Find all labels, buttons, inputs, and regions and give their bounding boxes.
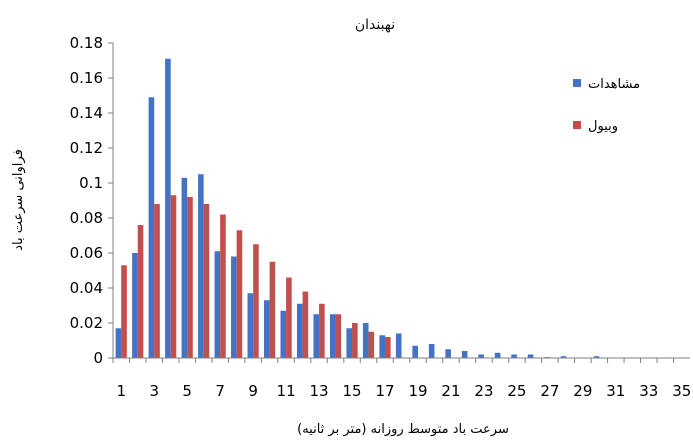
bar-weibull-2 [137,225,144,358]
bar-weibull-1 [121,265,127,358]
x-tick-label: 21 [441,382,460,400]
bar-weibull-10 [269,261,276,358]
bar-observed-2 [132,253,138,358]
x-tick-label: 5 [182,382,192,400]
bar-observed-19 [412,345,418,358]
bar-observed-3 [148,97,155,358]
bar-weibull-7 [220,214,226,358]
y-tick-label: 0 [93,349,103,367]
y-axis-label: فراوانی سرعت باد [11,149,26,251]
bar-weibull-14 [335,314,342,358]
bar-observed-20 [428,344,435,358]
bar-observed-28 [560,356,567,358]
bars [115,58,600,358]
x-tick-label: 13 [310,382,329,400]
bar-observed-7 [214,251,221,358]
y-tick-label: 0.16 [70,69,103,87]
x-tick-label: 11 [277,382,296,400]
x-tick-label: 33 [639,382,658,400]
legend-swatch-weibull [573,121,581,129]
y-tick-label: 0.08 [70,209,103,227]
bar-observed-6 [198,174,204,358]
bar-observed-10 [264,300,270,358]
bar-observed-4 [165,58,171,358]
y-tick-label: 0.1 [79,174,103,192]
gridlines [108,42,113,359]
bar-weibull-4 [170,195,177,358]
y-tick-label: 0.02 [70,314,103,332]
bar-observed-14 [329,314,336,358]
bar-observed-8 [231,256,237,358]
x-tick-label: 27 [540,382,559,400]
x-tick-label: 29 [573,382,592,400]
x-tick-label: 17 [375,382,394,400]
y-tick-label: 0.12 [70,139,103,157]
x-tick-label: 23 [474,382,493,400]
bar-observed-26 [527,354,534,358]
x-axis-label: سرعت باد متوسط روزانه (متر بر ثانیه) [297,422,509,437]
bar-weibull-13 [319,303,325,358]
bar-observed-18 [395,333,402,358]
x-tick-label: 7 [215,382,225,400]
x-tick-label: 19 [408,382,427,400]
bar-weibull-15 [352,323,358,358]
legend-swatch-observed [573,79,581,87]
bar-weibull-8 [236,230,243,358]
bar-weibull-5 [187,197,193,358]
bar-weibull-17 [385,337,391,358]
bar-observed-1 [115,328,122,358]
legend: مشاهدات وبیول [573,77,640,134]
x-tick-label: 3 [149,382,159,400]
bar-observed-12 [296,303,303,358]
chart-title: نهبندان [355,17,395,33]
bar-observed-13 [313,314,320,358]
y-tick-label: 0.14 [70,104,103,122]
bar-observed-23 [478,354,484,358]
bar-observed-25 [511,354,517,358]
bar-observed-11 [280,310,287,358]
y-tick-label: 0.06 [70,244,103,262]
bar-observed-22 [461,351,468,358]
bar-observed-21 [445,349,451,358]
bar-observed-24 [494,352,501,358]
legend-label-observed: مشاهدات [588,77,640,92]
bar-observed-17 [379,335,386,358]
x-tick-label: 35 [672,382,691,400]
bar-observed-16 [362,323,369,358]
bar-observed-5 [181,177,188,358]
x-tick-label: 1 [116,382,126,400]
x-tick-labels: 1 3 5 7 9 11 13 15 17 19 21 23 25 27 29 31 33 35 [112,358,691,400]
bar-weibull-16 [368,331,375,358]
y-tick-label: 0.18 [70,34,103,52]
x-tick-label: 9 [248,382,258,400]
bar-weibull-11 [286,277,292,358]
bar-weibull-9 [253,244,259,358]
bar-weibull-3 [154,204,160,358]
y-tick-labels: 0 0.02 0.04 0.06 0.08 0.1 0.12 0.14 0.16 0.18 [70,34,103,367]
bar-weibull-12 [302,291,309,358]
y-tick-label: 0.04 [70,279,103,297]
bar-observed-30 [593,356,600,358]
bar-weibull-6 [203,204,210,358]
bar-observed-9 [247,293,254,358]
x-tick-label: 15 [342,382,361,400]
x-tick-label: 25 [507,382,526,400]
x-tick-label: 31 [606,382,625,400]
legend-label-weibull: وبیول [588,119,618,134]
bar-observed-15 [346,328,353,358]
